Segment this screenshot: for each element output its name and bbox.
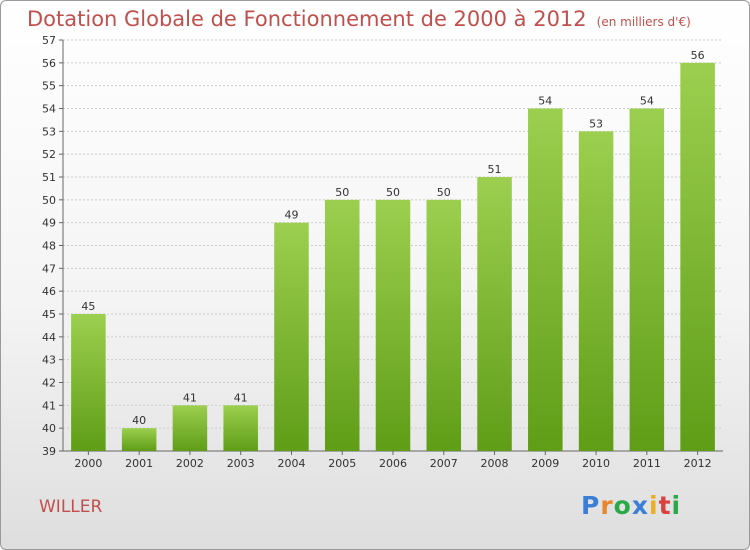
y-tick-label: 50 <box>42 194 56 207</box>
x-tick-label: 2001 <box>125 457 153 470</box>
data-label-2003: 41 <box>234 391 248 404</box>
y-tick-label: 49 <box>42 217 56 230</box>
data-label-2004: 49 <box>284 209 298 222</box>
logo-letter: i <box>649 491 659 520</box>
x-tick-label: 2006 <box>379 457 407 470</box>
x-tick-label: 2000 <box>74 457 102 470</box>
chart-title-text: Dotation Globale de Fonctionnement de 20… <box>27 7 587 31</box>
data-label-2002: 41 <box>183 391 197 404</box>
bar-2009 <box>528 108 563 451</box>
y-tick-label: 53 <box>42 125 56 138</box>
bar-2005 <box>324 199 360 451</box>
y-tick-label: 45 <box>42 308 56 321</box>
y-tick-label: 56 <box>42 57 56 70</box>
bar-2001 <box>121 428 157 451</box>
y-tick-label: 44 <box>42 331 56 344</box>
logo-letter: i <box>671 491 682 520</box>
x-tick-label: 2002 <box>176 457 204 470</box>
data-label-2008: 51 <box>488 163 502 176</box>
data-label-2010: 53 <box>589 117 603 130</box>
y-tick-label: 39 <box>42 445 56 458</box>
y-tick-label: 46 <box>42 285 56 298</box>
logo-letter: r <box>600 491 614 520</box>
bar-2008 <box>477 177 512 451</box>
x-tick-label: 2010 <box>582 457 610 470</box>
logo-letter: x <box>631 491 649 520</box>
x-tick-label: 2012 <box>684 457 712 470</box>
bar-2007 <box>426 199 462 451</box>
commune-name: WILLER <box>39 497 103 517</box>
y-tick-label: 52 <box>42 148 56 161</box>
bar-2010 <box>578 131 614 452</box>
logo-letter: t <box>658 491 672 520</box>
x-tick-label: 2009 <box>531 457 559 470</box>
proxiti-logo: Proxiti <box>581 491 681 520</box>
x-tick-label: 2011 <box>633 457 661 470</box>
x-tick-label: 2004 <box>277 457 305 470</box>
data-label-2012: 56 <box>691 49 705 62</box>
labels: 39 40 41 42 43 44 45 46 47 48 49 50 51 52 53 54 55 56 57 45… <box>42 34 712 470</box>
data-label-2000: 45 <box>81 300 95 313</box>
y-tick-label: 54 <box>42 103 56 116</box>
data-label-2007: 50 <box>437 186 451 199</box>
logo-letter: o <box>613 491 632 520</box>
data-label-2006: 50 <box>386 186 400 199</box>
x-tick-label: 2005 <box>328 457 356 470</box>
y-tick-label: 48 <box>42 240 56 253</box>
x-tick-label: 2008 <box>481 457 509 470</box>
bar-2006 <box>375 199 411 451</box>
bar-2000 <box>71 314 106 451</box>
data-label-2011: 54 <box>640 95 654 108</box>
data-label-2009: 54 <box>538 95 552 108</box>
bar-2004 <box>274 222 309 451</box>
bars <box>71 62 715 452</box>
chart-title: Dotation Globale de Fonctionnement de 20… <box>27 7 691 31</box>
y-tick-label: 55 <box>42 80 56 93</box>
bar-2011 <box>629 108 665 451</box>
bar-2002 <box>172 405 208 451</box>
data-label-2001: 40 <box>132 414 146 427</box>
y-tick-label: 57 <box>42 34 56 47</box>
y-tick-label: 41 <box>42 399 56 412</box>
x-tick-label: 2003 <box>227 457 255 470</box>
y-tick-label: 47 <box>42 262 56 275</box>
chart-subtitle: (en milliers d'€) <box>596 15 691 29</box>
bar-2003 <box>223 405 258 451</box>
bar-2012 <box>680 62 715 451</box>
y-tick-label: 51 <box>42 171 56 184</box>
y-tick-label: 40 <box>42 422 56 435</box>
y-tick-label: 42 <box>42 377 56 390</box>
data-label-2005: 50 <box>335 186 349 199</box>
logo-letter: P <box>581 491 601 520</box>
y-tick-label: 43 <box>42 354 56 367</box>
x-tick-label: 2007 <box>430 457 458 470</box>
